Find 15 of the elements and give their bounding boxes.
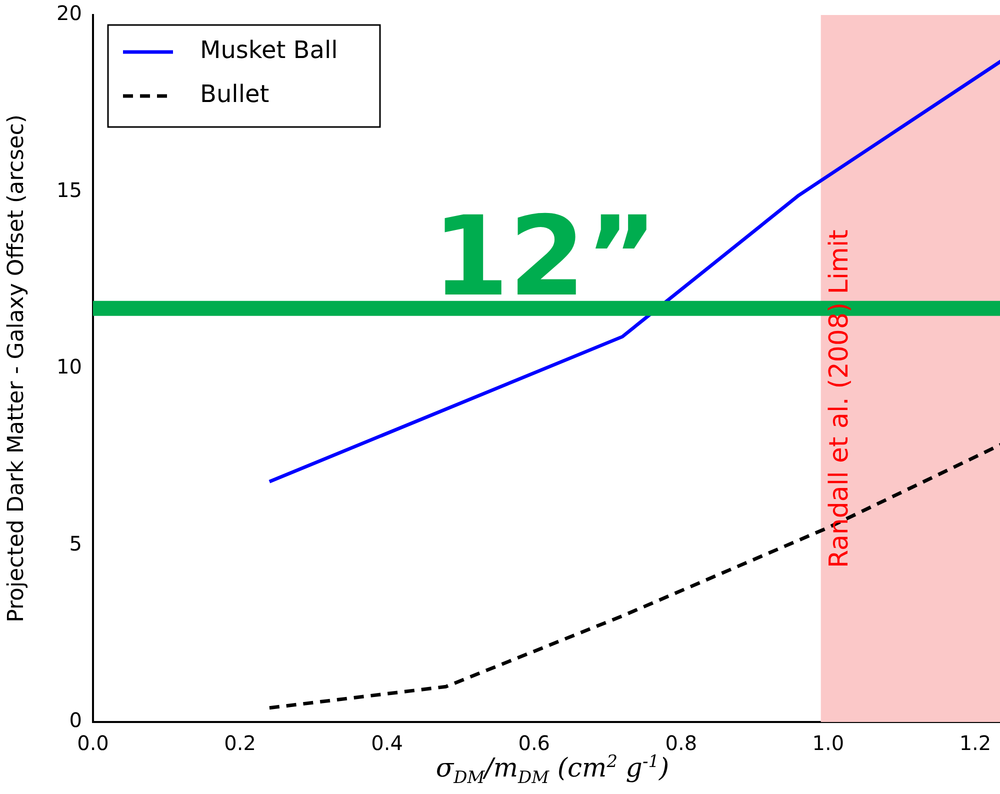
x-tick-label: 0.0 bbox=[77, 731, 109, 756]
y-tick-label: 10 bbox=[56, 354, 82, 379]
y-tick-label: 0 bbox=[69, 708, 82, 732]
legend-label: Bullet bbox=[200, 80, 270, 108]
x-tick-label: 1.2 bbox=[959, 731, 992, 756]
band-label: Randall et al. (2008) Limit bbox=[824, 230, 855, 568]
y-tick-label: 5 bbox=[69, 531, 82, 556]
x-tick-label: 0.2 bbox=[224, 731, 256, 756]
ref-line-label: 12” bbox=[432, 192, 658, 320]
y-tick-label: 15 bbox=[56, 178, 82, 202]
legend-label: Musket Ball bbox=[200, 36, 338, 64]
x-tick-label: 0.4 bbox=[371, 731, 403, 756]
x-tick-label: 1.0 bbox=[812, 731, 844, 756]
y-tick-label: 20 bbox=[56, 1, 82, 26]
y-axis-title: Projected Dark Matter - Galaxy Offset (arcsec) bbox=[4, 114, 29, 622]
